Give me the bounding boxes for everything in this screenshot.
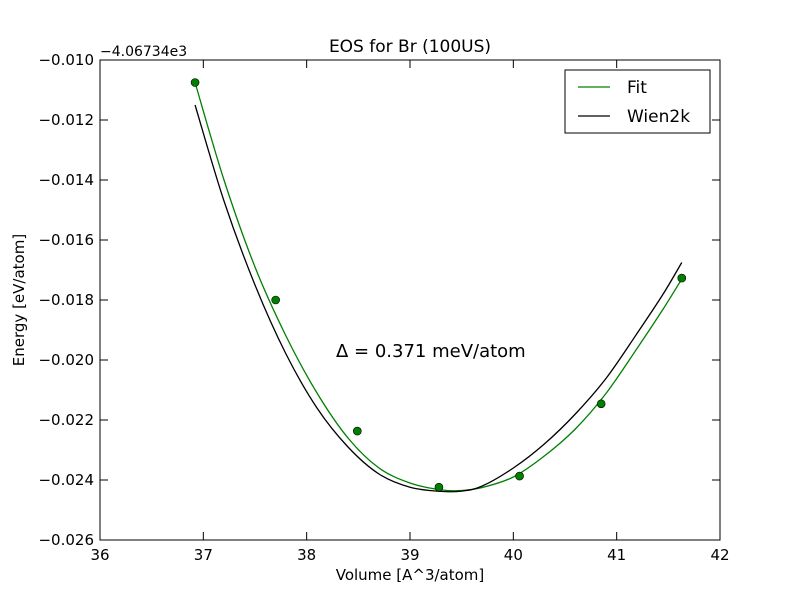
y-tick-label: −0.020 [38, 351, 94, 369]
x-tick-label: 40 [504, 546, 523, 564]
data-point [596, 399, 606, 409]
x-tick-label: 41 [607, 546, 626, 564]
y-tick-label: −0.026 [38, 531, 94, 549]
y-tick-label: −0.016 [38, 231, 94, 249]
legend-wien2k-label: Wien2k [627, 107, 690, 127]
y-axis-label: Energy [eV/atom] [10, 234, 28, 366]
axis-ticks: 36 37 38 39 40 41 42 −0.026 −0.024 −0.022 −0.020 −0… [38, 51, 729, 564]
x-axis-label: Volume [A^3/atom] [336, 566, 485, 584]
legend: Fit Wien2k [564, 69, 711, 134]
x-tick-label: 42 [710, 546, 729, 564]
y-tick-label: −0.022 [38, 411, 94, 429]
y-tick-label: −0.010 [38, 51, 94, 69]
x-tick-label: 36 [90, 546, 109, 564]
y-offset-label: −4.06734e3 [100, 44, 187, 60]
x-tick-label: 37 [194, 546, 213, 564]
chart-title: EOS for Br (100US) [329, 37, 491, 57]
plot-area [99, 59, 721, 541]
data-point [352, 426, 362, 436]
series-layer [190, 78, 687, 493]
series-line-wien2k [194, 104, 683, 493]
y-tick-label: −0.024 [38, 471, 94, 489]
series-line-fit [194, 82, 683, 492]
legend-fit-label: Fit [627, 78, 647, 98]
x-tick-label: 38 [297, 546, 316, 564]
y-tick-label: −0.014 [38, 171, 94, 189]
data-point [515, 471, 524, 481]
delta-annotation: Δ = 0.371 meV/atom [336, 341, 526, 362]
data-point [271, 295, 280, 305]
x-tick-label: 39 [400, 546, 419, 564]
data-point [677, 273, 687, 283]
data-point [190, 78, 200, 87]
y-tick-label: −0.018 [38, 291, 94, 309]
y-tick-label: −0.012 [38, 111, 94, 129]
legend-box [564, 69, 711, 134]
data-point [434, 482, 444, 492]
